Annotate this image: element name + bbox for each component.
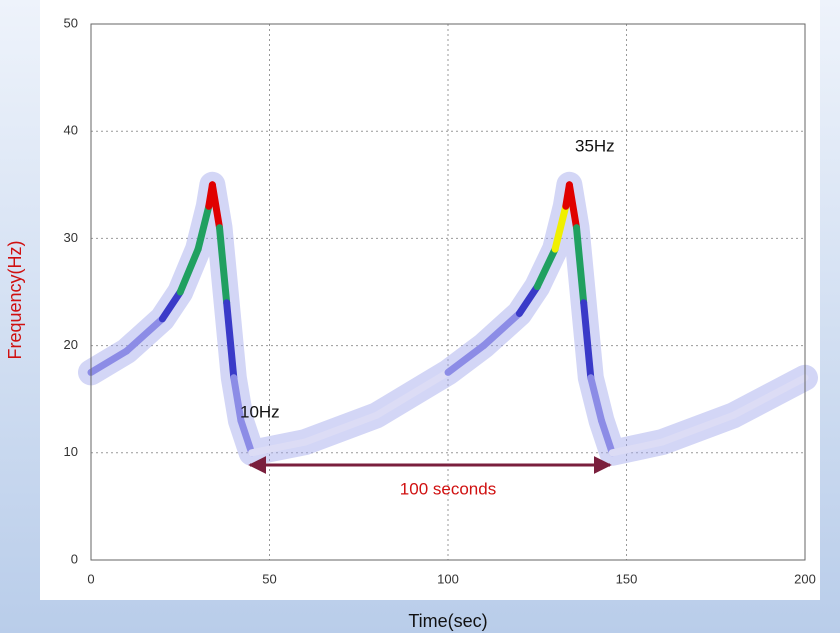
ridge-segment xyxy=(515,283,541,317)
annotation: 100 seconds xyxy=(400,479,496,498)
ridge-segment xyxy=(248,438,309,457)
annotation: 35Hz xyxy=(575,136,615,155)
ridge-segment xyxy=(237,417,256,457)
y-axis-label: Frequency(Hz) xyxy=(5,240,25,359)
ridge-segment xyxy=(176,245,202,296)
plot-frame xyxy=(90,23,806,561)
ridge-segment xyxy=(223,299,238,382)
ridge-segment xyxy=(373,368,452,419)
y-tick-label: 40 xyxy=(64,123,78,138)
x-tick-label: 50 xyxy=(262,571,276,586)
chart-panel xyxy=(40,0,820,600)
ridge-segment xyxy=(658,411,738,446)
ridge-segment xyxy=(598,417,616,457)
y-tick-label: 10 xyxy=(64,444,78,459)
ridge-segment xyxy=(216,224,231,307)
ridge-segment xyxy=(194,202,213,253)
ridge-segment xyxy=(230,374,245,425)
annotation: 10Hz xyxy=(240,402,280,421)
ridge-segment xyxy=(730,374,809,419)
ridge-segment xyxy=(444,342,488,376)
ridge-segment xyxy=(573,224,588,307)
x-axis-label: Time(sec) xyxy=(408,611,487,631)
ridge-segment xyxy=(158,288,184,323)
ridge-segment xyxy=(587,374,606,425)
ridge-segment xyxy=(551,202,570,253)
ridge-segment xyxy=(208,181,224,232)
ridge-segment xyxy=(533,245,559,291)
y-tick-label: 0 xyxy=(71,551,78,566)
ridge-segment xyxy=(123,315,166,355)
ridge-segment xyxy=(608,438,666,457)
ridge-segment xyxy=(87,347,131,376)
ridge-segment xyxy=(301,411,381,446)
y-tick-label: 30 xyxy=(64,230,78,245)
ridge-segment xyxy=(480,309,523,350)
x-tick-label: 150 xyxy=(616,571,638,586)
y-tick-label: 20 xyxy=(64,337,78,352)
x-tick-label: 200 xyxy=(794,571,816,586)
x-tick-label: 100 xyxy=(437,571,459,586)
x-tick-label: 0 xyxy=(87,571,94,586)
ridge-segment xyxy=(580,299,595,382)
y-tick-label: 50 xyxy=(64,15,78,30)
ridge-segment xyxy=(565,181,581,232)
